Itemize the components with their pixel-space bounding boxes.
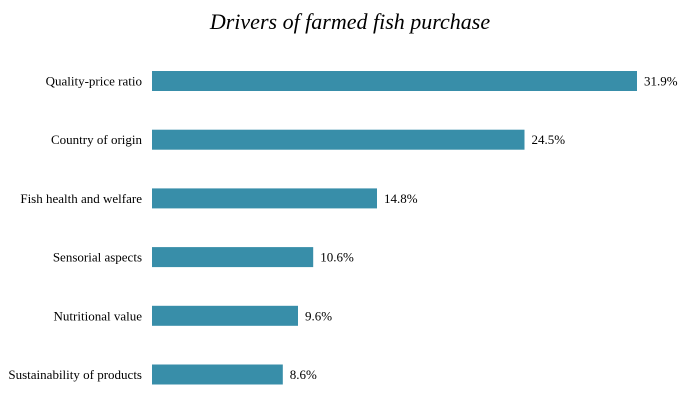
category-label-1: Country of origin: [51, 132, 142, 147]
bar-2: [152, 188, 377, 209]
value-label-3: 10.6%: [320, 250, 354, 265]
value-label-4: 9.6%: [305, 308, 332, 323]
bar-4: [152, 305, 298, 326]
bar-0: [152, 71, 637, 91]
value-label-1: 24.5%: [532, 132, 566, 147]
bar-3: [152, 247, 314, 268]
category-label-5: Sustainability of products: [8, 367, 142, 382]
bars-group: Quality-price ratio 31.9% Country of origi…: [8, 71, 678, 385]
bar-5: [152, 364, 283, 385]
chart-title: Drivers of farmed fish purchase: [209, 9, 491, 34]
category-label-0: Quality-price ratio: [46, 74, 142, 89]
category-label-2: Fish health and welfare: [20, 191, 142, 206]
value-label-5: 8.6%: [290, 367, 317, 382]
value-label-0: 31.9%: [644, 74, 678, 89]
category-label-4: Nutritional value: [54, 308, 143, 323]
value-label-2: 14.8%: [384, 191, 418, 206]
category-label-3: Sensorial aspects: [53, 250, 142, 265]
bar-1: [152, 129, 525, 150]
